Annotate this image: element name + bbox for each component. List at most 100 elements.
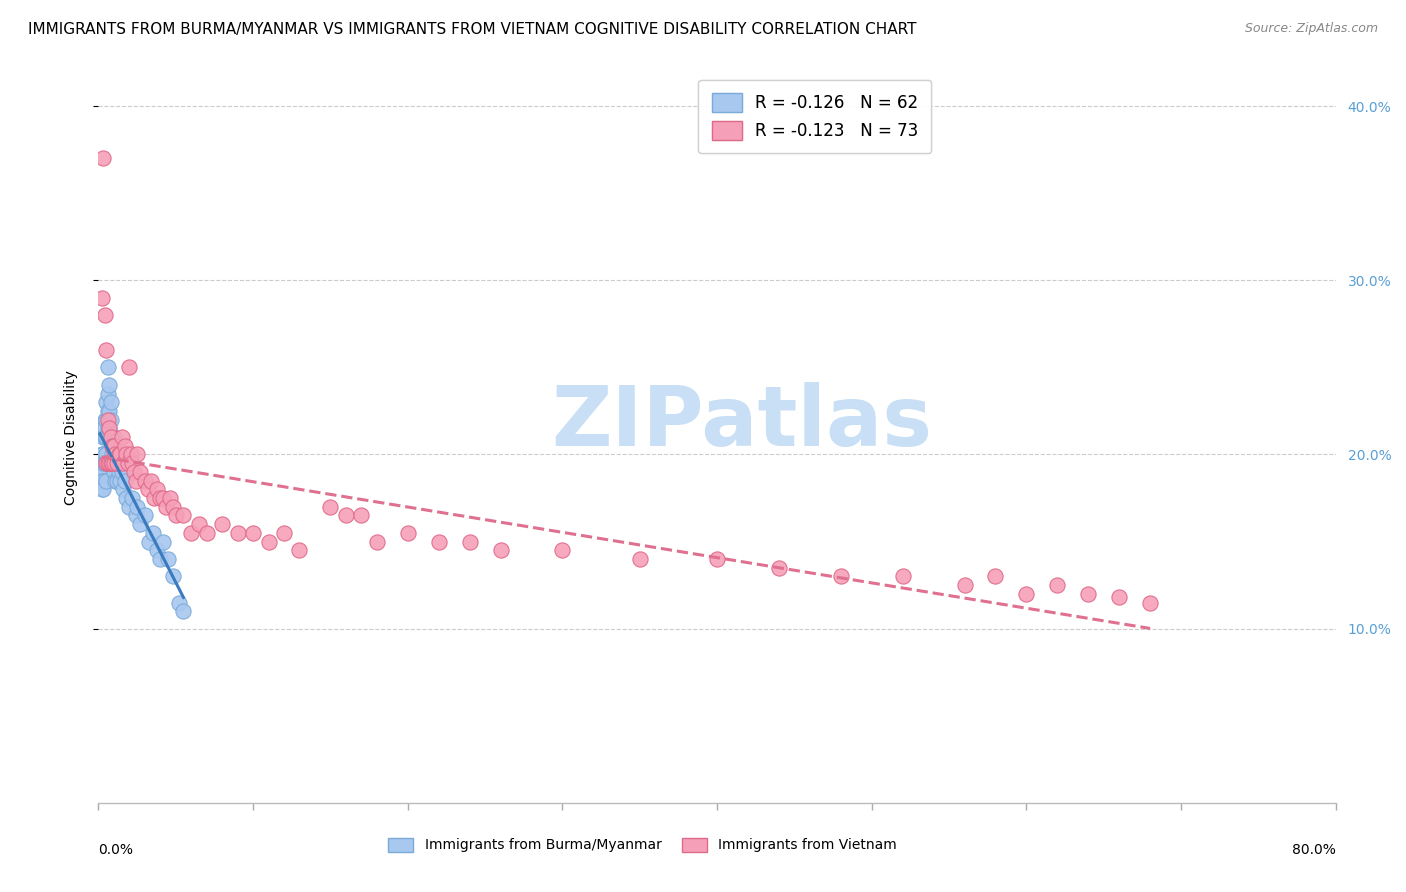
Text: 0.0%: 0.0% <box>98 843 134 857</box>
Text: ZIPatlas: ZIPatlas <box>551 382 932 463</box>
Point <box>458 534 481 549</box>
Point <box>984 569 1007 583</box>
Point <box>149 552 172 566</box>
Point <box>89 456 111 470</box>
Point <box>396 525 419 540</box>
Point <box>103 465 125 479</box>
Point <box>195 525 218 540</box>
Point <box>100 395 122 409</box>
Point <box>91 430 114 444</box>
Point <box>93 456 115 470</box>
Point <box>105 456 128 470</box>
Point <box>103 448 125 462</box>
Point <box>226 525 249 540</box>
Text: IMMIGRANTS FROM BURMA/MYANMAR VS IMMIGRANTS FROM VIETNAM COGNITIVE DISABILITY CO: IMMIGRANTS FROM BURMA/MYANMAR VS IMMIGRA… <box>28 22 917 37</box>
Point <box>96 395 118 409</box>
Point <box>165 508 187 523</box>
Point <box>706 552 728 566</box>
Point <box>146 483 169 497</box>
Point <box>127 500 149 514</box>
Point <box>139 474 162 488</box>
Point <box>111 465 134 479</box>
Point <box>628 552 651 566</box>
Point <box>162 500 184 514</box>
Point <box>173 604 195 618</box>
Point <box>93 308 115 322</box>
Point <box>98 421 121 435</box>
Point <box>115 448 138 462</box>
Point <box>489 543 512 558</box>
Point <box>96 456 118 470</box>
Point <box>89 474 111 488</box>
Point <box>152 491 174 505</box>
Y-axis label: Cognitive Disability: Cognitive Disability <box>63 369 77 505</box>
Point <box>159 491 181 505</box>
Point <box>115 491 138 505</box>
Point <box>1046 578 1069 592</box>
Point <box>118 360 141 375</box>
Point <box>1108 591 1130 605</box>
Point <box>104 474 127 488</box>
Legend: R = -0.126   N = 62, R = -0.123   N = 73: R = -0.126 N = 62, R = -0.123 N = 73 <box>699 79 931 153</box>
Point <box>104 448 127 462</box>
Point <box>97 421 120 435</box>
Point <box>96 474 118 488</box>
Point <box>100 412 122 426</box>
Point <box>96 343 118 357</box>
Point <box>162 569 184 583</box>
Point <box>91 456 114 470</box>
Point <box>89 465 111 479</box>
Point <box>97 404 120 418</box>
Point <box>157 552 180 566</box>
Point <box>96 456 118 470</box>
Point <box>103 439 125 453</box>
Point <box>91 448 114 462</box>
Point <box>91 483 114 497</box>
Point <box>111 430 134 444</box>
Point <box>117 456 139 470</box>
Point <box>335 508 357 523</box>
Point <box>142 525 165 540</box>
Point <box>100 456 122 470</box>
Point <box>93 430 115 444</box>
Point <box>768 560 790 574</box>
Point <box>98 456 121 470</box>
Point <box>101 439 124 453</box>
Text: 80.0%: 80.0% <box>1292 843 1336 857</box>
Point <box>97 360 120 375</box>
Point <box>188 517 211 532</box>
Point <box>100 430 122 444</box>
Point <box>136 483 159 497</box>
Point <box>97 412 120 426</box>
Point <box>146 543 169 558</box>
Point <box>93 421 115 435</box>
Point <box>108 448 131 462</box>
Point <box>129 465 152 479</box>
Point <box>101 448 124 462</box>
Point <box>129 517 152 532</box>
Point <box>112 456 135 470</box>
Text: Source: ZipAtlas.com: Source: ZipAtlas.com <box>1244 22 1378 36</box>
Point <box>242 525 264 540</box>
Point <box>105 456 128 470</box>
Point <box>107 465 129 479</box>
Point <box>114 474 136 488</box>
Point <box>319 500 342 514</box>
Point <box>953 578 976 592</box>
Point <box>103 456 125 470</box>
Point <box>120 448 142 462</box>
Point <box>288 543 311 558</box>
Point <box>891 569 914 583</box>
Point <box>98 377 121 392</box>
Point <box>173 508 195 523</box>
Point <box>551 543 574 558</box>
Point <box>273 525 295 540</box>
Point <box>96 412 118 426</box>
Point <box>101 456 124 470</box>
Point <box>180 525 202 540</box>
Point <box>98 404 121 418</box>
Point <box>121 456 143 470</box>
Point <box>427 534 450 549</box>
Point <box>101 456 124 470</box>
Point <box>134 508 156 523</box>
